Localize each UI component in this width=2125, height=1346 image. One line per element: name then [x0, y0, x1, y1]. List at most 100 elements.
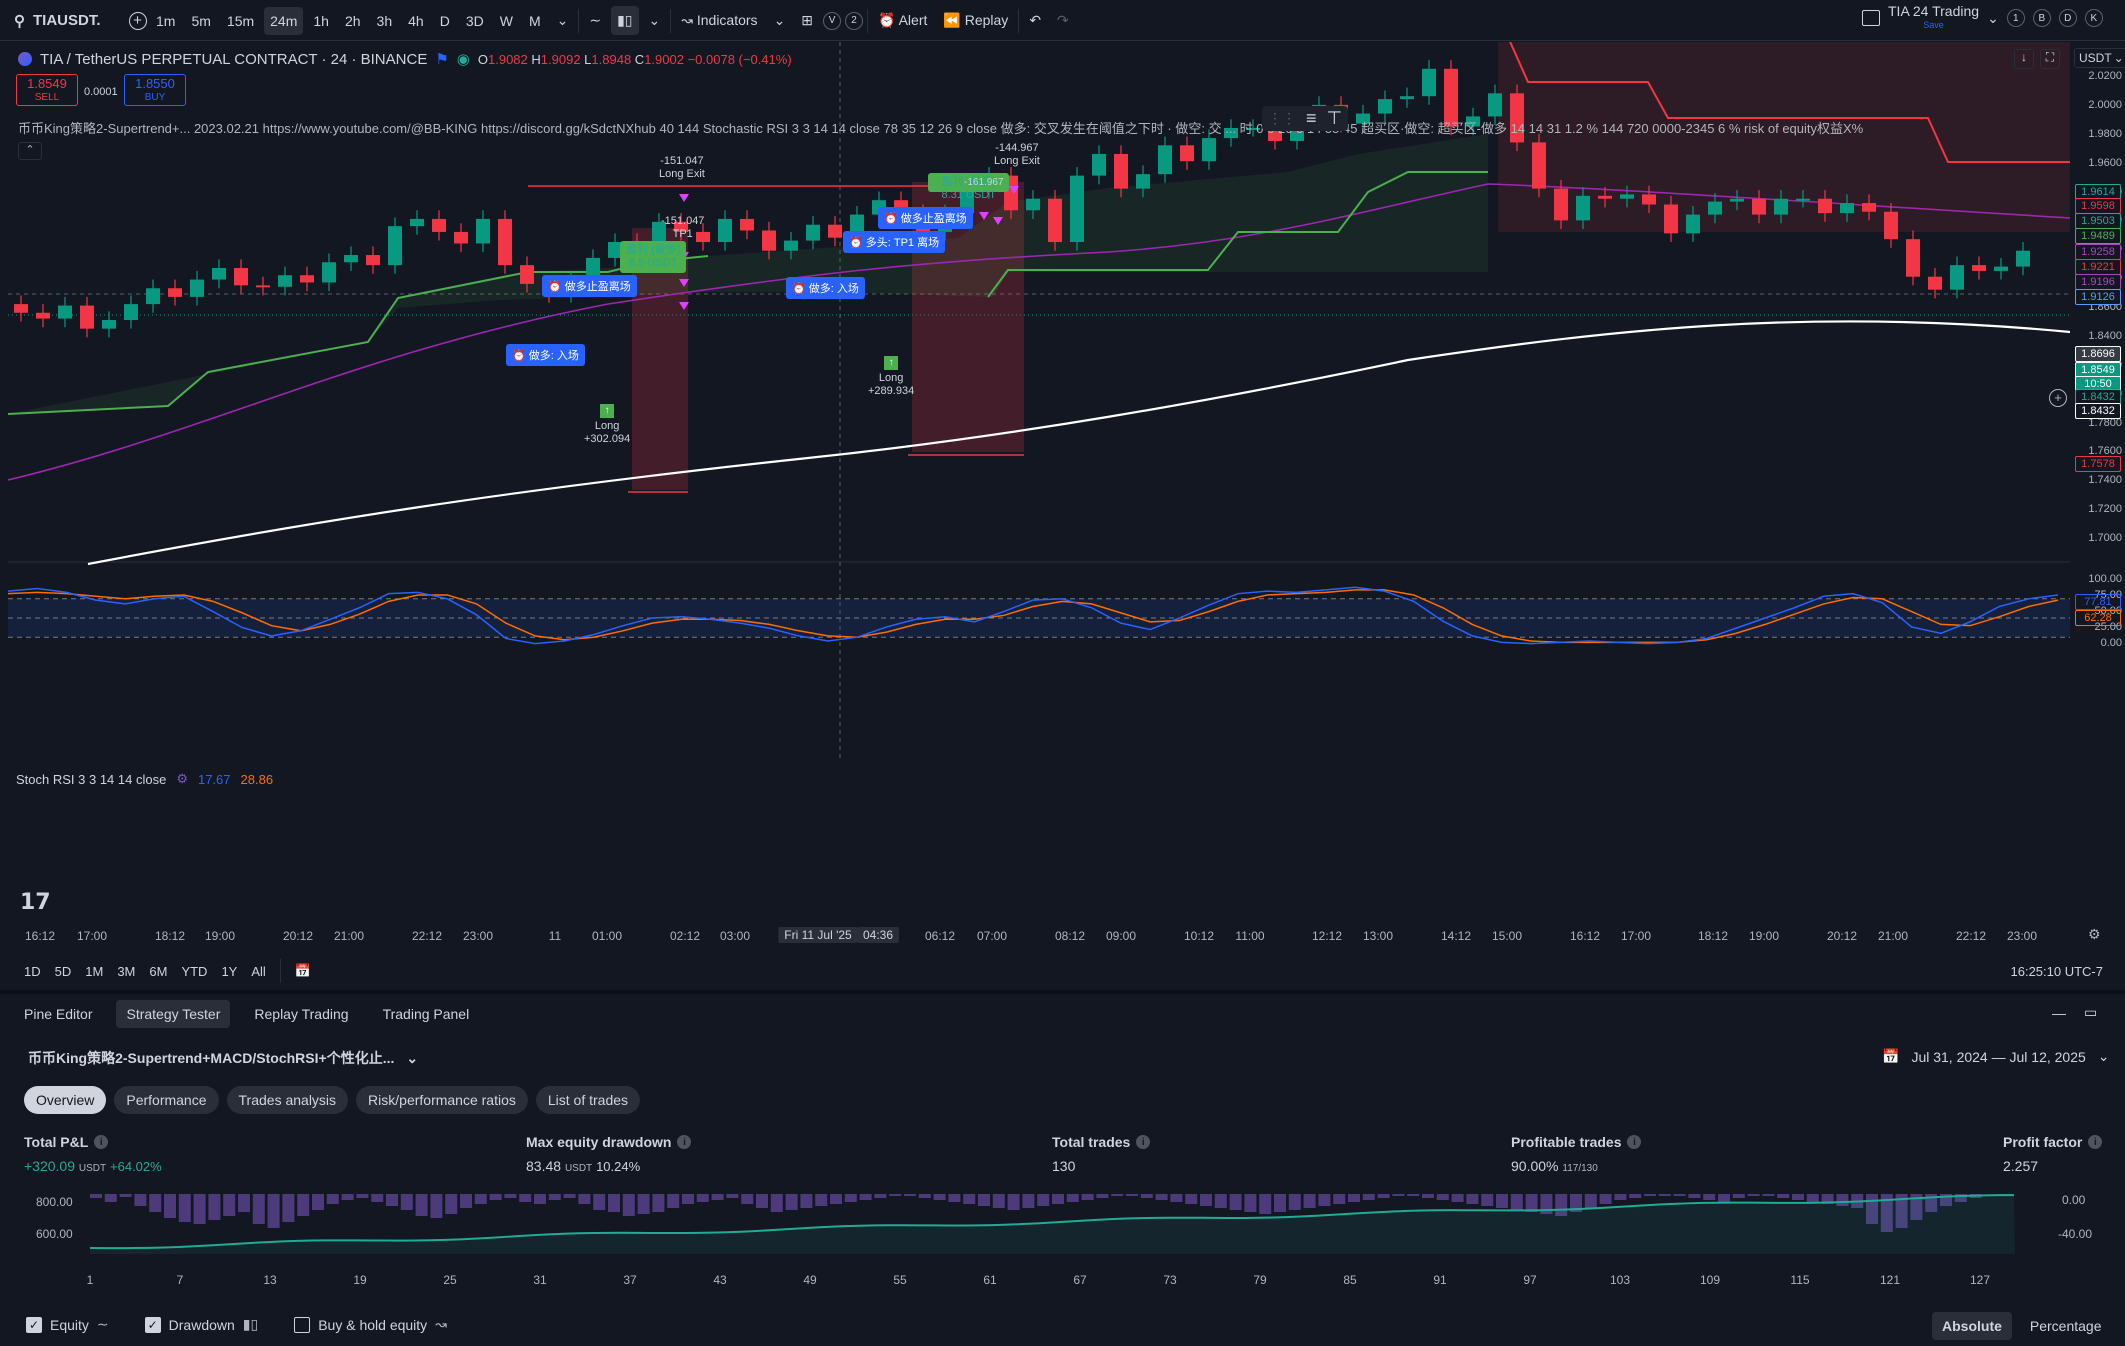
symbol-search[interactable]: ⚲ TIAUSDT. +	[14, 0, 147, 41]
fullscreen-icon[interactable]: ⛶	[2040, 49, 2060, 69]
info-icon[interactable]: i	[1627, 1135, 1642, 1149]
v-badge[interactable]: V	[823, 11, 842, 30]
short-entry-label-b[interactable]: ⏰ 做多: 入场	[786, 277, 865, 299]
date-range-selector[interactable]: 📅 Jul 31, 2024 — Jul 12, 2025 ⌄	[1882, 1048, 2110, 1065]
minimize-icon[interactable]: —	[2052, 1004, 2066, 1021]
interval-dropdown-icon[interactable]: ⌄	[556, 12, 569, 28]
indicators-dropdown-icon[interactable]: ⌄	[773, 12, 786, 28]
candles-icon[interactable]: ▮▯	[611, 6, 639, 35]
account-circle-k[interactable]: K	[2084, 9, 2103, 27]
buy-button[interactable]: 1.8550 BUY	[124, 74, 186, 106]
maximize-icon[interactable]: ▭	[2084, 1004, 2098, 1020]
layout-name-block[interactable]: TIA 24 Trading Save	[1888, 4, 1979, 32]
interval-3d[interactable]: 3D	[465, 12, 484, 29]
range-1y[interactable]: 1Y	[221, 963, 238, 979]
redo-icon[interactable]: ↷	[1057, 12, 1069, 28]
interval-4h[interactable]: 4h	[408, 12, 424, 29]
tab-trading-panel[interactable]: Trading Panel	[382, 1006, 470, 1022]
tab-replay-trading[interactable]: Replay Trading	[254, 1006, 349, 1022]
range-1d[interactable]: 1D	[24, 963, 41, 979]
long-exit-annotation-1: -151.047 Long Exit	[659, 155, 705, 181]
v-count-badge[interactable]: 2	[845, 11, 864, 30]
stoch-rsi-pane	[8, 586, 2070, 645]
price-axis[interactable]: 2.02002.00001.98001.96001.94001.92001.90…	[2070, 42, 2125, 762]
range-ytd[interactable]: YTD	[181, 963, 208, 979]
short-tp-label-b[interactable]: ⏰ 做多止盈离场	[878, 207, 973, 229]
interval-1h[interactable]: 1h	[313, 12, 329, 29]
tradingview-logo[interactable]: 17	[20, 890, 51, 915]
line-chart-icon[interactable]: ∼	[589, 12, 602, 28]
short-tp-label-a[interactable]: ⏰ 做多止盈离场	[542, 275, 637, 297]
range-3m[interactable]: 3M	[117, 963, 136, 979]
flag-icon[interactable]: ⚑	[435, 51, 449, 68]
account-circle-1[interactable]: 1	[2006, 9, 2025, 27]
subtab-performance[interactable]: Performance	[114, 1086, 219, 1114]
interval-d[interactable]: D	[439, 12, 450, 29]
subtab-trades-analysis[interactable]: Trades analysis	[226, 1086, 349, 1114]
alert-button[interactable]: ⏰ Alert	[872, 6, 933, 35]
account-circle-d[interactable]: D	[2058, 9, 2077, 27]
collapse-legend-icon[interactable]: ⌃	[18, 142, 42, 160]
drawdown-bar	[386, 1194, 398, 1206]
strategy-selector[interactable]: 币币King策略2-Supertrend+MACD/StochRSI+个性化止.…	[28, 1048, 418, 1068]
interval-15m[interactable]: 15m	[226, 12, 255, 29]
profit-label-2[interactable]: 盈利 (做多) 8.31 USDT -161.967	[928, 173, 1010, 201]
layout-dropdown-icon[interactable]: ⌄	[1987, 9, 1999, 26]
info-icon[interactable]: i	[677, 1135, 692, 1149]
buy-hold-toggle[interactable]: Buy & hold equity ↝	[294, 1316, 447, 1333]
interval-1m[interactable]: 1m	[156, 12, 176, 29]
interval-w[interactable]: W	[499, 12, 513, 29]
subtab-overview[interactable]: Overview	[24, 1086, 107, 1114]
interval-2h[interactable]: 2h	[344, 12, 361, 29]
scroll-down-icon[interactable]: ↓	[2014, 49, 2034, 69]
layouts-icon[interactable]: ⊞	[801, 12, 814, 28]
drawdown-bar	[1022, 1194, 1035, 1208]
equity-toggle[interactable]: ✓ Equity ∼	[26, 1316, 109, 1333]
drawdown-toggle[interactable]: ✓ Drawdown ▮▯	[144, 1316, 258, 1333]
drawdown-bar	[889, 1194, 902, 1196]
sell-button[interactable]: 1.8549 SELL	[16, 74, 78, 106]
symbol-title[interactable]: TIA / TetherUS PERPETUAL CONTRACT · 24 ·…	[40, 50, 428, 68]
tab-pine-editor[interactable]: Pine Editor	[24, 1006, 93, 1022]
time-axis[interactable]: 16:12 17:00 18:12 19:00 20:12 21:00 22:12 23:00…	[0, 925, 2125, 949]
clock[interactable]: 16:25:10 UTC-7	[2010, 963, 2104, 979]
short-entry-label-a[interactable]: ⏰ 做多: 入场	[506, 344, 585, 366]
interval-m[interactable]: M	[528, 12, 541, 29]
interval-5m[interactable]: 5m	[191, 12, 211, 29]
tab-strategy-tester[interactable]: Strategy Tester	[116, 1000, 231, 1028]
interval-3h[interactable]: 3h	[376, 12, 393, 29]
drag-handle-icon[interactable]: ⋮⋮	[1268, 110, 1296, 126]
range-5d[interactable]: 5D	[54, 963, 72, 979]
calendar-icon[interactable]: 📅	[294, 963, 311, 978]
lines-icon[interactable]: ≡	[1306, 108, 1317, 128]
crosshair-plus-icon[interactable]: +	[2049, 389, 2067, 407]
chart-type-dropdown-icon[interactable]: ⌄	[648, 12, 661, 28]
mode-percentage[interactable]: Percentage	[2029, 1318, 2102, 1334]
interval-24m[interactable]: 24m	[264, 6, 304, 35]
mode-absolute[interactable]: Absolute	[1932, 1312, 2012, 1340]
measure-icon[interactable]: ⊤	[1326, 108, 1343, 128]
indicators-button[interactable]: ↝ Indicators	[675, 6, 763, 35]
stoch-settings-icon[interactable]: ⚙	[176, 771, 188, 786]
time-tick: 22:12	[411, 929, 443, 943]
strategy-legend[interactable]: 币币King策略2-Supertrend+... 2023.02.21 http…	[18, 121, 1864, 136]
subtab-list-of-trades[interactable]: List of trades	[535, 1086, 641, 1114]
range-1m[interactable]: 1M	[85, 963, 104, 979]
range-6m[interactable]: 6M	[149, 963, 168, 979]
equity-chart[interactable]: 800.00 600.00 0.00 -40.00 1 7 13 19 25 31 37 43 49 55…	[0, 1192, 2125, 1298]
info-icon[interactable]: i	[94, 1135, 109, 1149]
long-tp1-label[interactable]: ⏰ 多头: TP1 离场	[843, 231, 946, 253]
undo-icon[interactable]: ↶	[1029, 12, 1042, 28]
info-icon[interactable]: i	[2088, 1135, 2103, 1149]
stoch-title[interactable]: Stoch RSI 3 3 14 14 close	[16, 771, 167, 787]
range-all[interactable]: All	[251, 963, 266, 979]
currency-selector[interactable]: USDT ⌄	[2074, 48, 2125, 68]
layout-icon[interactable]	[1862, 10, 1880, 26]
axis-settings-icon[interactable]: ⚙	[2088, 926, 2101, 942]
info-icon[interactable]: i	[1136, 1135, 1151, 1149]
account-circle-b[interactable]: B	[2032, 9, 2051, 27]
add-symbol-icon[interactable]: +	[128, 11, 147, 30]
profit-label-1[interactable]: 盈利 (做多) 8.5 USDT	[620, 241, 687, 273]
subtab-risk-ratios[interactable]: Risk/performance ratios	[356, 1086, 528, 1114]
replay-button[interactable]: ⏪ Replay	[937, 6, 1014, 35]
